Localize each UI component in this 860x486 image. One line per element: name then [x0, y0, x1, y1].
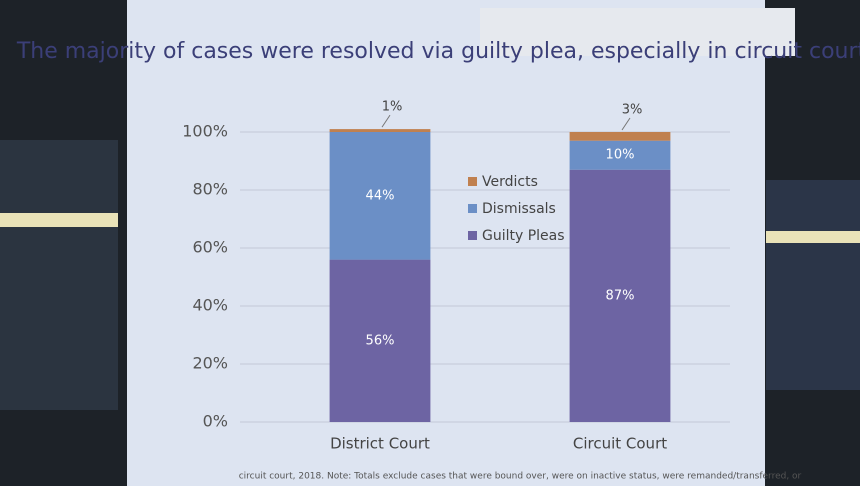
chart-title: The majority of cases were resolved via …	[16, 39, 860, 64]
y-tick-label: 0%	[203, 412, 228, 431]
legend-swatch	[468, 204, 477, 213]
legend-swatch	[468, 177, 477, 186]
label-leader	[381, 114, 391, 128]
y-tick-label: 60%	[192, 238, 228, 257]
value-label: 44%	[366, 188, 395, 203]
legend-label: Dismissals	[482, 201, 556, 217]
value-label: 3%	[622, 103, 643, 118]
room-window	[766, 180, 860, 390]
y-tick-label: 40%	[192, 296, 228, 315]
room-light	[0, 213, 118, 227]
footnote: circuit court, 2018. Note: Totals exclud…	[239, 472, 802, 482]
bar-segment	[329, 259, 431, 422]
bar-segment	[329, 132, 431, 260]
value-label: 87%	[606, 288, 635, 303]
bar-segment	[569, 169, 671, 422]
legend-swatch	[468, 231, 477, 240]
room-window	[0, 140, 118, 410]
room-light	[766, 231, 860, 243]
bar-segment	[569, 140, 671, 170]
value-label: 10%	[606, 148, 635, 163]
legend-label: Guilty Pleas	[482, 228, 565, 244]
y-tick-label: 80%	[192, 180, 228, 199]
x-tick-label: District Court	[330, 435, 430, 453]
value-label: 56%	[366, 333, 395, 348]
value-label: 1%	[382, 100, 403, 115]
y-tick-label: 20%	[192, 354, 228, 373]
label-leader	[621, 117, 631, 131]
x-tick-label: Circuit Court	[573, 435, 667, 453]
y-tick-label: 100%	[182, 122, 228, 141]
projector-housing	[480, 8, 795, 56]
bar-segment	[569, 132, 671, 141]
legend-label: Verdicts	[482, 174, 538, 190]
bar-segment	[329, 129, 431, 132]
